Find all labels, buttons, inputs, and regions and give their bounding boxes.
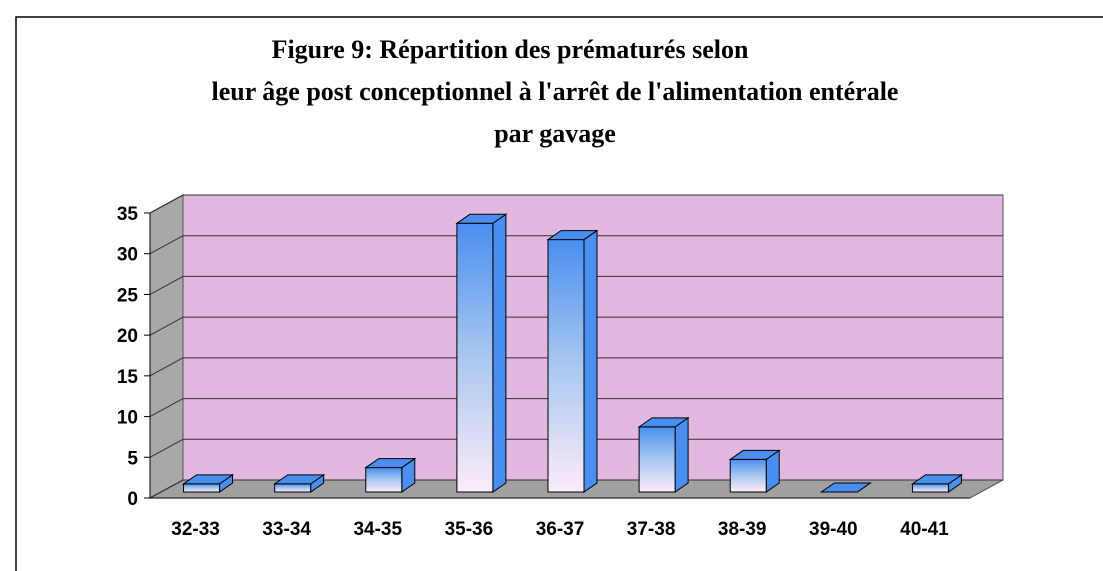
bar-top: [364, 458, 417, 469]
grid-line: [149, 235, 184, 255]
x-tick-label: 37-38: [627, 519, 676, 540]
bar: [273, 473, 326, 493]
bar-front: [638, 426, 676, 493]
bar-front: [183, 483, 221, 493]
x-tick-label: 36-37: [536, 519, 585, 540]
bar: [728, 449, 781, 493]
grid-line: [149, 194, 184, 214]
grid-line: [149, 316, 184, 336]
bar: [364, 457, 417, 493]
bar-side: [492, 213, 507, 493]
side-wall: [149, 194, 184, 499]
bar-top: [273, 474, 326, 485]
y-tick-label: 30: [117, 245, 138, 266]
bar-side: [674, 416, 689, 493]
bar: [819, 482, 872, 493]
bar-top: [637, 417, 690, 428]
bar-top: [181, 474, 235, 485]
y-tick-label: 20: [117, 326, 138, 347]
y-tick-label: 10: [117, 408, 138, 429]
bar: [637, 416, 690, 493]
chart-title: Figure 9: Répartition des prématurés sel…: [272, 35, 749, 64]
bar-top: [455, 213, 508, 224]
y-tick-label: 5: [127, 448, 138, 469]
bar-front: [547, 239, 585, 493]
bar-front: [729, 458, 767, 493]
x-tick-label: 38-39: [718, 519, 767, 540]
bar-front: [456, 222, 494, 493]
chart-title: par gavage: [494, 119, 616, 148]
bar-front: [274, 483, 312, 493]
x-tick-label: 34-35: [353, 519, 402, 540]
bar: [181, 473, 235, 493]
frame: [15, 16, 1103, 571]
bar: [546, 229, 599, 493]
y-tick-label: 35: [117, 204, 139, 225]
x-tick-label: 33-34: [262, 519, 311, 540]
grid-line: [149, 357, 184, 377]
y-tick-label: 0: [127, 489, 138, 510]
bar-top: [819, 482, 872, 493]
bar-side: [583, 229, 598, 493]
x-tick-label: 35-36: [445, 519, 494, 540]
grid-line: [149, 479, 184, 499]
bar: [455, 213, 508, 493]
bar-top: [546, 230, 599, 241]
chart-title: leur âge post conceptionnel à l'arrêt de…: [212, 77, 899, 106]
bar-front: [365, 467, 403, 493]
x-tick-label: 39-40: [809, 519, 858, 540]
bar-top: [910, 474, 964, 485]
x-tick-label: 40-41: [900, 519, 949, 540]
grid-line: [149, 438, 184, 458]
grid-line: [149, 398, 184, 418]
y-tick-label: 15: [117, 367, 139, 388]
x-tick-label: 32-33: [171, 519, 220, 540]
bar: [910, 473, 964, 493]
bar-top: [728, 449, 781, 460]
bar-front: [911, 483, 949, 493]
grid-line: [149, 275, 184, 295]
y-tick-label: 25: [117, 285, 139, 306]
